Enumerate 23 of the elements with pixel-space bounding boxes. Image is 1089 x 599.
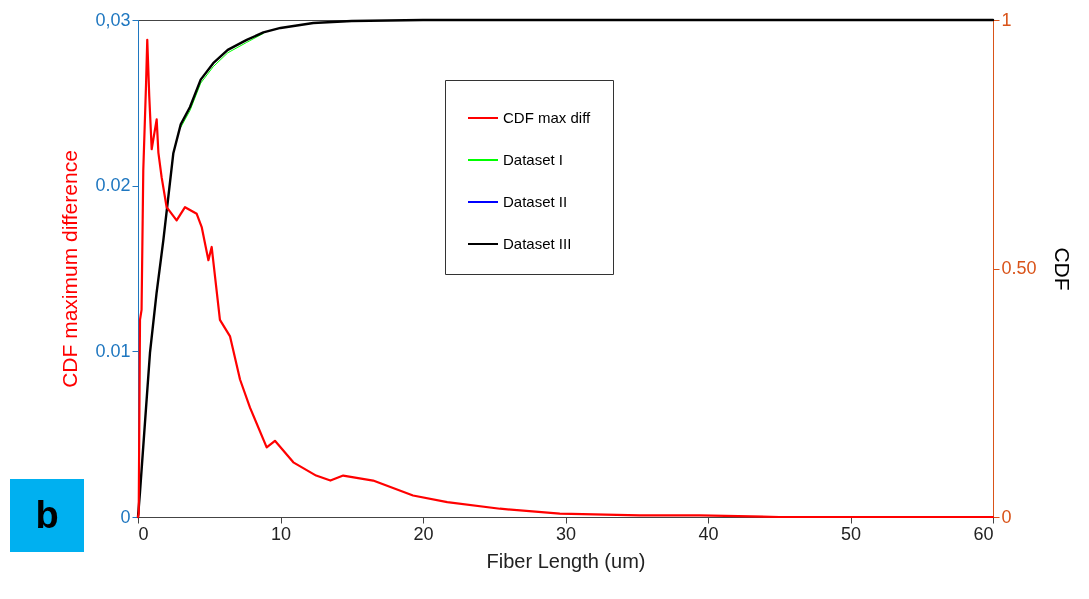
- x-tick-label: 60: [973, 523, 994, 544]
- y2-tick-label: 1: [1001, 9, 1012, 30]
- x-axis-title: Fiber Length (um): [486, 549, 646, 572]
- y-tick-label: 0.01: [95, 340, 131, 361]
- x-tick-label: 30: [555, 523, 577, 544]
- x-tick-label: 20: [413, 523, 434, 544]
- y-tick-label: 0.02: [95, 175, 131, 196]
- y2-tick-label: 0: [1001, 506, 1012, 527]
- line-series: [180, 32, 264, 128]
- x-tick-label: 0: [138, 523, 149, 544]
- y-tick-label: 0: [120, 506, 131, 527]
- y2-tick-label: 0.50: [1001, 258, 1037, 278]
- x-tick-label: 40: [698, 523, 719, 544]
- legend-label: Dataset II: [503, 193, 568, 210]
- text: b: [10, 479, 84, 552]
- legend-label: Dataset I: [503, 151, 564, 168]
- y-axis-title: CDF maximum difference: [58, 150, 82, 388]
- y-tick-label: 0,03: [95, 9, 131, 30]
- x-tick-label: 10: [270, 523, 292, 544]
- x-tick-label: 50: [840, 523, 862, 544]
- legend-label: CDF max diff: [503, 109, 592, 126]
- legend-label: Dataset III: [503, 235, 572, 252]
- y2-axis-title: CDF: [1050, 247, 1074, 291]
